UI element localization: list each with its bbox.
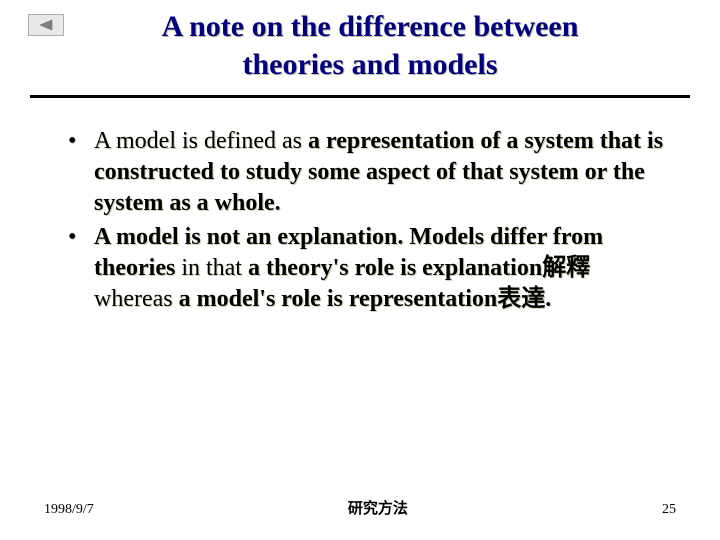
triangle-left-icon (38, 19, 54, 31)
title-underline (30, 95, 690, 98)
footer-center: 研究方法 (348, 497, 408, 518)
slide-footer: 1998/9/7 研究方法 25 (0, 497, 720, 518)
bullet-list: A model is defined as a representation o… (50, 126, 670, 315)
bullet-text-bold: a model's role is representation表達. (179, 286, 552, 312)
bullet-text-bold: a theory's role is explanation解釋 (248, 255, 590, 281)
title-line-2: theories and models (243, 48, 498, 81)
bullet-text-prefix: A model is defined as (94, 128, 308, 154)
title-line-1: A note on the difference between (162, 10, 579, 43)
bullet-text-mid: whereas (94, 286, 179, 312)
back-arrow-button[interactable] (28, 14, 64, 36)
bullet-item: A model is defined as a representation o… (50, 126, 670, 220)
bullet-text-mid: in that (175, 255, 248, 281)
footer-page-number: 25 (662, 502, 676, 518)
slide-title: A note on the difference between theorie… (0, 0, 720, 95)
slide-body: A model is defined as a representation o… (0, 126, 720, 315)
bullet-item: A model is not an explanation. Models di… (50, 222, 670, 316)
footer-date: 1998/9/7 (44, 502, 94, 518)
